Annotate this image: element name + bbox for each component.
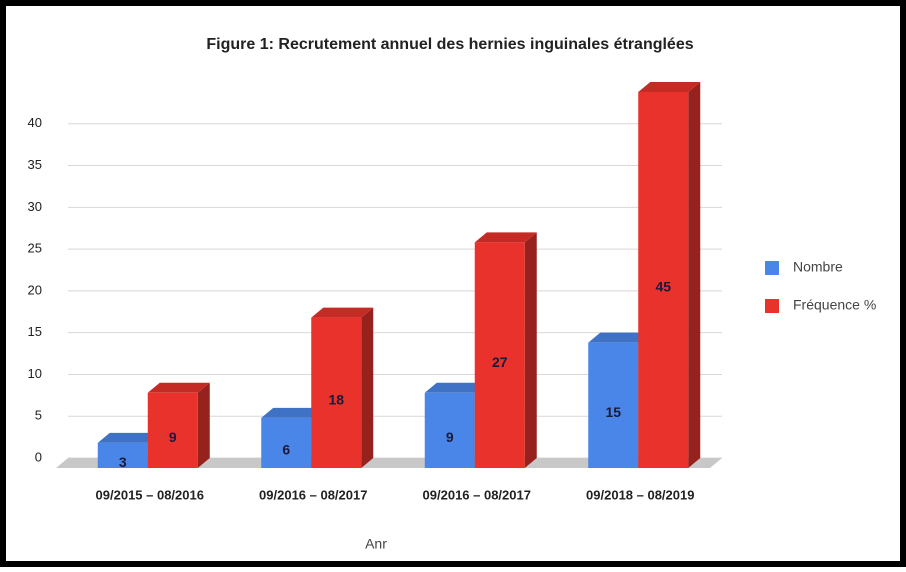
y-tick-label: 40 xyxy=(28,115,42,130)
bar xyxy=(424,392,475,468)
bar xyxy=(474,242,525,468)
bar-top xyxy=(311,307,374,318)
bar-top xyxy=(474,232,537,243)
data-label: 45 xyxy=(655,279,671,295)
x-tick-label: 09/2018 – 08/2019 xyxy=(586,487,694,502)
legend-label: Fréquence % xyxy=(793,297,876,313)
bar-side xyxy=(524,232,537,468)
data-label: 15 xyxy=(605,404,621,420)
bar-side xyxy=(361,307,374,468)
legend-label: Nombre xyxy=(793,259,843,275)
x-axis-label: Anr xyxy=(365,536,387,552)
bar-side xyxy=(197,382,210,468)
bar xyxy=(311,317,362,468)
floor xyxy=(56,458,722,468)
data-label: 6 xyxy=(282,442,290,458)
y-tick-label: 5 xyxy=(35,408,42,423)
bar xyxy=(588,342,639,468)
bar-top xyxy=(261,407,324,418)
bar-top xyxy=(638,82,701,92)
bar xyxy=(147,392,198,468)
bar-top xyxy=(424,382,487,393)
data-label: 18 xyxy=(328,392,344,408)
y-tick-label: 20 xyxy=(28,282,42,297)
data-label: 9 xyxy=(169,429,177,445)
x-tick-label: 09/2016 – 08/2017 xyxy=(259,487,367,502)
data-label: 27 xyxy=(492,354,508,370)
data-label: 9 xyxy=(446,429,454,445)
bar-top xyxy=(147,382,210,393)
y-tick-label: 35 xyxy=(28,157,42,172)
y-tick-label: 10 xyxy=(28,366,42,381)
bar-top xyxy=(97,432,160,443)
y-tick-label: 0 xyxy=(35,449,42,464)
bar xyxy=(261,417,312,468)
bar xyxy=(638,92,689,468)
data-label: 3 xyxy=(119,454,127,470)
x-tick-label: 09/2015 – 08/2016 xyxy=(96,487,204,502)
bar-top xyxy=(588,332,651,343)
bar-side xyxy=(688,82,701,468)
y-tick-label: 15 xyxy=(28,324,42,339)
y-tick-label: 30 xyxy=(28,199,42,214)
legend-swatch xyxy=(765,299,779,313)
legend-swatch xyxy=(765,261,779,275)
x-tick-label: 09/2016 – 08/2017 xyxy=(423,487,531,502)
y-tick-label: 25 xyxy=(28,241,42,256)
chart-title: Figure 1: Recrutement annuel des hernies… xyxy=(206,36,693,53)
bar xyxy=(97,442,148,468)
